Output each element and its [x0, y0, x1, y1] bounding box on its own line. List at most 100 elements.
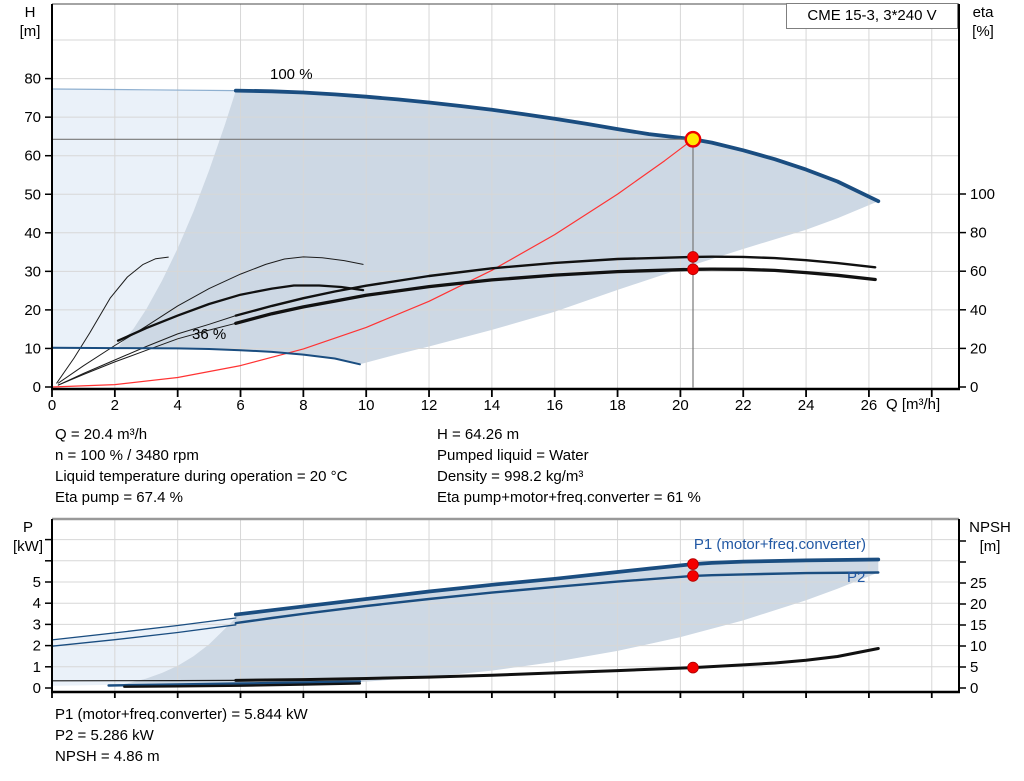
tick-label-left: 1	[33, 659, 41, 676]
tick-label-x: 0	[48, 397, 56, 414]
eta-curve-mid-total	[116, 284, 365, 342]
tick-label-x: 10	[358, 397, 375, 414]
speed-100-label: 100 %	[270, 66, 313, 83]
duty-info-left: Q = 20.4 m³/h n = 100 % / 3480 rpm Liqui…	[55, 424, 427, 508]
tick-label-left: 0	[33, 680, 41, 697]
eta-axis-name: eta	[972, 4, 994, 21]
eta-pump-duty-dot	[687, 251, 699, 263]
result-p2: P2 = 5.286 kW	[55, 727, 154, 744]
tick-label-left: 20	[24, 302, 41, 319]
power-results-block: P1 (motor+freq.converter) = 5.844 kW P2 …	[55, 704, 475, 767]
tick-label-right: 60	[970, 263, 987, 280]
envelope-top-edge	[51, 88, 237, 92]
info-eta-pump: Eta pump = 67.4 %	[55, 489, 183, 506]
tick-label-left: 5	[33, 574, 41, 591]
info-speed: n = 100 % / 3480 rpm	[55, 447, 199, 464]
tick-label-right: 20	[970, 596, 987, 613]
p2-curve-label: P2	[847, 569, 866, 586]
tick-label-left: 3	[33, 616, 41, 633]
npsh-axis-name: NPSH	[969, 519, 1011, 536]
info-eta-total: Eta pump+motor+freq.converter = 61 %	[437, 489, 701, 506]
tick-label-right: 25	[970, 575, 987, 592]
tick-label-left: 60	[24, 148, 41, 165]
tick-label-left: 10	[24, 340, 41, 357]
tick-label-x: 14	[484, 397, 501, 414]
system-curve	[51, 138, 694, 388]
operating-point-marker[interactable]	[684, 130, 702, 148]
eta-curve-mid-pump	[57, 256, 364, 384]
npsh-curve-36pct	[123, 682, 362, 688]
npsh-duty-dot	[687, 661, 699, 674]
h-axis-unit: [m]	[19, 23, 41, 40]
tick-label-left: 2	[33, 638, 41, 655]
q-axis-unit-label: Q [m³/h]	[886, 396, 941, 413]
h-axis-title: H [m]	[10, 3, 50, 41]
tick-label-right: 0	[970, 680, 978, 697]
p1-curve-low-flow	[51, 617, 237, 641]
tick-label-right: 80	[970, 225, 987, 242]
tick-label-right: 40	[970, 302, 987, 319]
power-envelope	[118, 559, 879, 686]
tick-label-left: 70	[24, 109, 41, 126]
p2-curve-low-flow	[51, 624, 237, 647]
tick-label-right: 5	[970, 659, 978, 676]
info-q: Q = 20.4 m³/h	[55, 426, 148, 443]
p1-curve-label: P1 (motor+freq.converter)	[693, 536, 866, 553]
eta-axis-title: eta [%]	[963, 3, 1003, 41]
tick-label-left: 30	[24, 263, 41, 280]
pump-title: CME 15-3, 3*240 V	[807, 7, 937, 24]
tick-label-right: 10	[970, 638, 987, 655]
eta-pump-low-flow	[57, 315, 237, 386]
p1-duty-dot	[687, 558, 699, 570]
p2-curve	[234, 571, 880, 625]
tick-label-x: 16	[546, 397, 563, 414]
pump-title-box: CME 15-3, 3*240 V	[786, 3, 958, 29]
hq-curve-100pct	[233, 88, 881, 204]
info-liquid-temp: Liquid temperature during operation = 20…	[55, 468, 348, 485]
eta-total-duty-dot	[687, 263, 699, 276]
tick-label-x: 8	[299, 397, 307, 414]
tick-label-left: 0	[33, 379, 41, 396]
tick-label-left: 50	[24, 186, 41, 203]
tick-label-x: 22	[735, 397, 752, 414]
eta-axis-unit: [%]	[972, 23, 994, 40]
p-axis-name: P	[22, 519, 33, 536]
tick-label-x: 6	[236, 397, 244, 414]
tick-label-x: 20	[672, 397, 689, 414]
tick-label-left: 4	[33, 595, 41, 612]
eta-total-low-flow	[57, 322, 237, 386]
h-axis-name: H	[24, 4, 36, 21]
tick-label-x: 18	[609, 397, 626, 414]
tick-label-left: 80	[24, 71, 41, 88]
eta-curve-36pct	[56, 256, 169, 384]
tick-label-right: 15	[970, 617, 987, 634]
tick-label-x: 26	[861, 397, 878, 414]
eta-total-curve	[234, 267, 877, 325]
operating-envelope	[116, 90, 879, 365]
tick-label-x: 2	[111, 397, 119, 414]
info-h: H = 64.26 m	[437, 426, 520, 443]
duty-info-right: H = 64.26 m Pumped liquid = Water Densit…	[437, 424, 857, 508]
result-npsh: NPSH = 4.86 m	[55, 748, 160, 765]
tick-label-right: 20	[970, 340, 987, 357]
npsh-curve	[234, 647, 880, 682]
result-p1: P1 (motor+freq.converter) = 5.844 kW	[55, 706, 308, 723]
p-curve-36pct	[107, 680, 362, 687]
p-axis-unit: [kW]	[13, 538, 43, 555]
hq-curve-36pct	[51, 346, 361, 366]
npsh-axis-unit: [m]	[979, 538, 1001, 555]
p-axis-title: P [kW]	[8, 518, 48, 556]
p1-curve	[233, 557, 881, 617]
operating-envelope-light	[52, 89, 236, 350]
eta-pump-curve	[234, 255, 877, 317]
p2-duty-dot	[687, 570, 699, 582]
speed-36-label: 36 %	[192, 326, 227, 343]
tick-label-x: 12	[421, 397, 438, 414]
tick-label-left: 40	[24, 225, 41, 242]
tick-label-right: 100	[970, 186, 995, 203]
npsh-axis-title: NPSH [m]	[960, 518, 1020, 556]
tick-label-x: 24	[798, 397, 815, 414]
tick-label-x: 4	[174, 397, 182, 414]
info-pumped-liquid: Pumped liquid = Water	[437, 447, 589, 464]
